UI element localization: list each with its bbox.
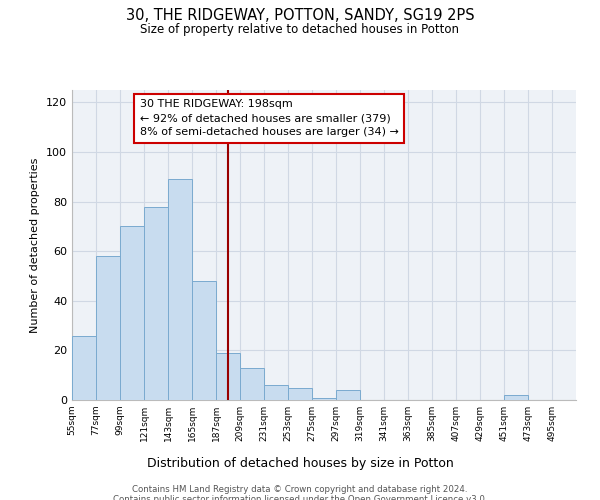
Bar [504,395,528,400]
Text: Size of property relative to detached houses in Potton: Size of property relative to detached ho… [140,22,460,36]
Bar [96,256,120,400]
Bar [216,353,240,400]
Bar [72,336,96,400]
Bar [144,206,168,400]
Bar [168,180,192,400]
Bar [312,398,336,400]
Bar [336,390,360,400]
Bar [192,281,216,400]
Text: Contains HM Land Registry data © Crown copyright and database right 2024.: Contains HM Land Registry data © Crown c… [132,485,468,494]
Text: 30 THE RIDGEWAY: 198sqm
← 92% of detached houses are smaller (379)
8% of semi-de: 30 THE RIDGEWAY: 198sqm ← 92% of detache… [140,100,399,138]
Y-axis label: Number of detached properties: Number of detached properties [31,158,40,332]
Text: 30, THE RIDGEWAY, POTTON, SANDY, SG19 2PS: 30, THE RIDGEWAY, POTTON, SANDY, SG19 2P… [125,8,475,22]
Text: Contains public sector information licensed under the Open Government Licence v3: Contains public sector information licen… [113,495,487,500]
Bar [120,226,144,400]
Bar [288,388,312,400]
Bar [240,368,264,400]
Bar [264,385,288,400]
Text: Distribution of detached houses by size in Potton: Distribution of detached houses by size … [146,458,454,470]
